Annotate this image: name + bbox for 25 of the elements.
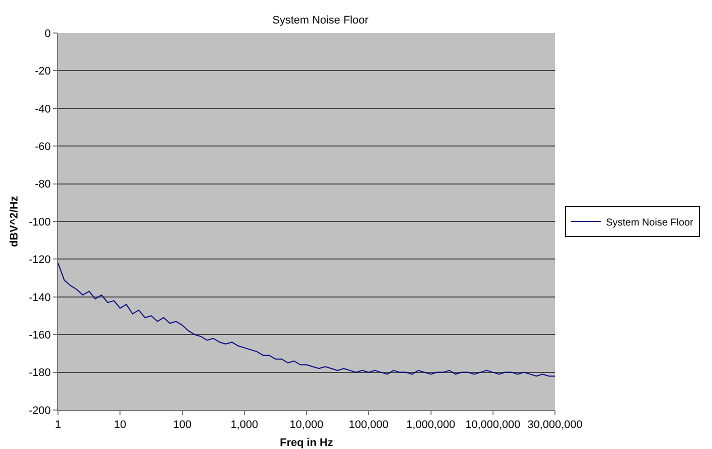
line-series bbox=[58, 262, 555, 377]
y-tick-label: -180 bbox=[28, 367, 51, 380]
y-tick-label: -140 bbox=[28, 292, 51, 304]
x-tick-label: 30,000,000 bbox=[527, 419, 583, 432]
y-tick-label: -200 bbox=[28, 404, 51, 417]
y-tick-label: -40 bbox=[34, 103, 51, 116]
y-axis-title: dBV^2/Hz bbox=[8, 195, 20, 248]
y-tick-label: -120 bbox=[28, 254, 51, 266]
y-tick-label: -20 bbox=[34, 66, 51, 78]
x-tick-label: 10,000,000 bbox=[465, 419, 520, 432]
chart-title: System Noise Floor bbox=[272, 14, 369, 26]
x-tick-label: 1,000 bbox=[230, 419, 258, 432]
y-tick-label: -160 bbox=[28, 329, 51, 342]
x-tick-label: 10,000 bbox=[290, 419, 324, 432]
x-tick-label: 100 bbox=[173, 419, 192, 432]
y-tick-label: 0 bbox=[44, 28, 51, 40]
x-tick-label: 10 bbox=[114, 419, 126, 432]
y-tick-label: -100 bbox=[28, 216, 51, 228]
y-tick-label: -80 bbox=[34, 178, 51, 191]
y-tick-label: -60 bbox=[34, 140, 51, 153]
legend-label: System Noise Floor bbox=[606, 217, 694, 228]
x-axis-title: Freq in Hz bbox=[280, 437, 334, 449]
x-tick-label: 100,000 bbox=[348, 419, 389, 432]
x-tick-label: 1,000,000 bbox=[406, 419, 456, 432]
x-tick-label: 1 bbox=[54, 419, 62, 432]
